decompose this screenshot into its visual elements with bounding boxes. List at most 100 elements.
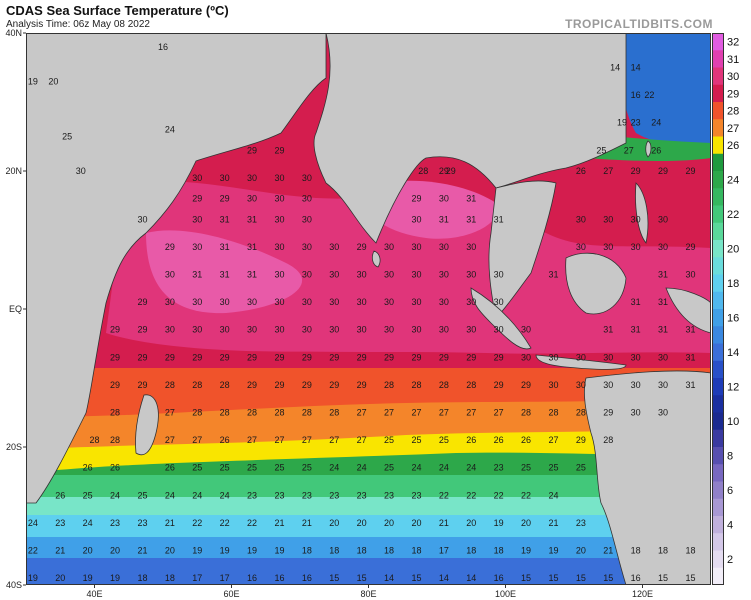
sst-value-label: 30	[576, 214, 586, 224]
sst-value-label: 28	[411, 380, 421, 390]
sst-value-label: 30	[165, 297, 175, 307]
sst-value-label: 29	[603, 408, 613, 418]
sst-value-label: 28	[89, 435, 99, 445]
sst-value-label: 30	[521, 352, 531, 362]
brand-watermark[interactable]: TROPICALTIDBITS.COM	[565, 17, 713, 31]
sst-value-label: 28	[466, 380, 476, 390]
sst-value-label: 31	[548, 270, 558, 280]
sst-value-label: 30	[439, 194, 449, 204]
sst-value-label: 29	[110, 352, 120, 362]
colorbar-label: 29	[727, 88, 739, 100]
longitude-label: 80E	[360, 589, 376, 599]
sst-value-label: 24	[83, 518, 93, 528]
sst-value-label: 30	[466, 242, 476, 252]
sst-value-label: 28	[302, 408, 312, 418]
sst-value-label: 31	[220, 242, 230, 252]
colorbar-label: 2	[727, 554, 733, 566]
sst-value-label: 29	[274, 380, 284, 390]
colorbar-segment	[712, 67, 724, 86]
sst-value-label: 20	[83, 546, 93, 556]
land-australia	[583, 370, 711, 585]
sst-value-label: 22	[644, 90, 654, 100]
sst-value-label: 27	[439, 408, 449, 418]
sst-value-label: 30	[384, 242, 394, 252]
sst-value-label: 30	[247, 173, 257, 183]
sst-value-label: 30	[165, 270, 175, 280]
sst-value-label: 21	[165, 518, 175, 528]
sst-value-label: 24	[192, 490, 202, 500]
sst-value-label: 29	[631, 166, 641, 176]
sst-value-label: 17	[220, 573, 230, 583]
sst-value-label: 29	[274, 352, 284, 362]
sst-value-label: 15	[603, 573, 613, 583]
sst-value-label: 27	[192, 435, 202, 445]
sst-value-label: 20	[110, 546, 120, 556]
sst-value-label: 15	[576, 573, 586, 583]
sst-value-label: 29	[137, 325, 147, 335]
land-masses	[26, 33, 711, 585]
sst-value-label: 23	[274, 490, 284, 500]
sst-value-label: 30	[631, 408, 641, 418]
sst-value-label: 20	[48, 76, 58, 86]
colorbar-label: 26	[727, 140, 739, 152]
sst-value-label: 25	[384, 435, 394, 445]
sst-value-label: 22	[247, 518, 257, 528]
sst-value-label: 29	[110, 325, 120, 335]
analysis-time: Analysis Time: 06z May 08 2022	[6, 19, 150, 30]
sst-value-label: 16	[631, 90, 641, 100]
sst-value-label: 16	[302, 573, 312, 583]
colorbar-segment	[712, 378, 724, 396]
sst-value-label: 29	[439, 352, 449, 362]
sst-value-label: 27	[274, 435, 284, 445]
sst-value-label: 30	[76, 166, 86, 176]
colorbar-label: 8	[727, 451, 733, 463]
sst-value-label: 15	[521, 573, 531, 583]
sst-value-label: 29	[274, 145, 284, 155]
colorbar-label: 14	[727, 347, 739, 359]
sst-value-label: 19	[521, 546, 531, 556]
colorbar: 32 31 30 29 28 27 26 24 22 20 18 16 14 12 10 8 6 4 2	[712, 33, 739, 585]
sst-value-label: 29	[220, 194, 230, 204]
sst-value-label: 20	[521, 518, 531, 528]
sst-value-label: 27	[494, 408, 504, 418]
sst-value-label: 29	[494, 352, 504, 362]
sst-value-label: 24	[329, 463, 339, 473]
sst-value-label: 26	[55, 490, 65, 500]
colorbar-segment	[712, 33, 724, 51]
sst-value-label: 30	[302, 270, 312, 280]
sst-value-label: 30	[494, 297, 504, 307]
sst-value-label: 19	[494, 518, 504, 528]
land-taiwan	[645, 140, 652, 158]
sst-value-label: 31	[220, 270, 230, 280]
sst-value-label: 28	[521, 408, 531, 418]
sst-value-label: 25	[62, 132, 72, 142]
sst-value-label: 30	[329, 270, 339, 280]
sst-value-label: 23	[576, 518, 586, 528]
sst-value-label: 19	[548, 546, 558, 556]
sst-value-label: 29	[384, 352, 394, 362]
colorbar-segment	[712, 481, 724, 500]
sst-value-label: 29	[357, 352, 367, 362]
sst-value-label: 31	[247, 214, 257, 224]
sst-value-label: 20	[384, 518, 394, 528]
sst-value-label: 21	[439, 518, 449, 528]
sst-value-label: 30	[466, 325, 476, 335]
sst-value-label: 31	[631, 325, 641, 335]
sst-value-label: 31	[466, 194, 476, 204]
latitude-label: 40S	[6, 580, 22, 590]
colorbar-segment	[712, 360, 724, 379]
sst-value-label: 27	[247, 435, 257, 445]
sst-value-label: 25	[247, 463, 257, 473]
sst-value-label: 25	[137, 490, 147, 500]
sst-value-label: 29	[446, 166, 456, 176]
sst-value-label: 20	[329, 518, 339, 528]
sst-value-label: 29	[302, 352, 312, 362]
colorbar-label: 24	[727, 175, 739, 187]
sst-value-label: 29	[137, 297, 147, 307]
sst-value-label: 30	[521, 325, 531, 335]
sst-value-label: 30	[165, 325, 175, 335]
sea-band-16	[26, 533, 711, 558]
sst-value-label: 28	[384, 380, 394, 390]
sst-value-label: 25	[439, 435, 449, 445]
sst-value-label: 28	[603, 435, 613, 445]
